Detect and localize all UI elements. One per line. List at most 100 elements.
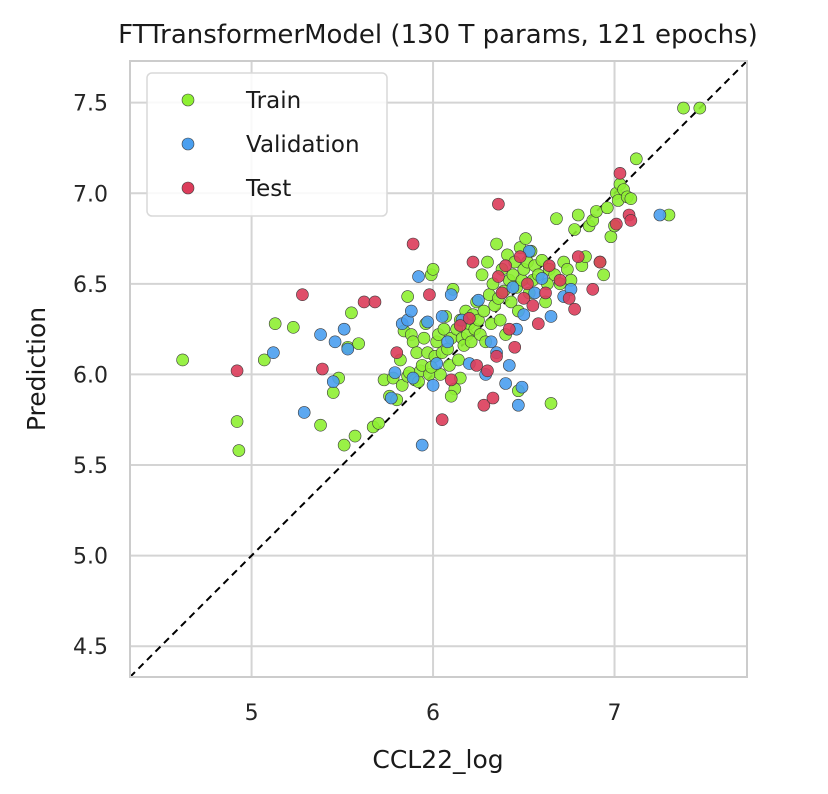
point-validation [267, 346, 280, 359]
point-train [345, 306, 358, 320]
point-train [417, 331, 431, 345]
y-tick-label: 7.5 [73, 92, 108, 117]
x-tick-labels: 5 6 7 [245, 701, 622, 726]
point-validation [515, 380, 529, 394]
point-test [499, 259, 512, 273]
point-validation [412, 270, 425, 283]
point-test [495, 286, 509, 300]
point-validation [388, 366, 402, 379]
point-train [624, 192, 638, 205]
point-validation [406, 371, 420, 385]
point-train [475, 268, 489, 282]
series-test [230, 167, 638, 427]
point-test [444, 373, 458, 387]
legend-marker-validation [181, 137, 195, 151]
point-test [481, 364, 494, 378]
point-train [410, 346, 424, 359]
point-validation [326, 375, 340, 388]
point-validation [297, 406, 311, 419]
point-train [481, 255, 494, 269]
legend-label-validation: Validation [246, 132, 360, 158]
point-test [477, 398, 491, 412]
point-validation [499, 377, 512, 390]
point-test [568, 302, 581, 316]
point-validation [517, 308, 531, 321]
point-train [568, 223, 581, 236]
point-test [435, 413, 449, 427]
point-test [463, 311, 476, 325]
point-test [539, 286, 552, 300]
point-test [230, 364, 244, 378]
point-test [526, 299, 540, 312]
point-train [444, 389, 458, 403]
point-test [368, 295, 382, 309]
point-test [423, 288, 436, 302]
point-validation [314, 328, 327, 341]
legend: Train Validation Test [146, 72, 388, 217]
point-train [437, 322, 451, 336]
point-train [544, 397, 558, 410]
point-test [406, 237, 420, 251]
point-train [677, 101, 690, 115]
y-tick-label: 6.0 [73, 363, 108, 388]
point-test [453, 319, 467, 332]
point-train [452, 353, 465, 367]
point-test [610, 217, 623, 231]
point-test [624, 214, 638, 227]
point-train [571, 208, 585, 222]
point-test [553, 273, 567, 287]
point-test [357, 295, 371, 309]
point-train [348, 429, 362, 443]
y-tick-label: 6.5 [73, 273, 108, 298]
point-train [426, 263, 440, 276]
x-tick-label: 5 [245, 701, 259, 726]
point-validation [341, 342, 355, 356]
point-test [532, 317, 545, 331]
point-validation [404, 304, 418, 318]
point-test [466, 255, 480, 269]
point-train [493, 313, 507, 327]
point-validation [426, 379, 440, 392]
point-train [372, 417, 385, 430]
point-validation [441, 335, 454, 349]
point-validation [435, 310, 449, 323]
point-test [517, 292, 531, 305]
point-test [521, 277, 534, 291]
point-test [508, 340, 522, 354]
point-validation [415, 438, 429, 452]
point-validation [544, 310, 558, 323]
point-test [586, 282, 600, 296]
point-validation [444, 288, 458, 302]
point-train [337, 438, 351, 452]
point-validation [337, 322, 351, 336]
point-train [490, 237, 503, 251]
point-test [571, 250, 585, 263]
point-train [590, 205, 603, 218]
point-test [296, 288, 309, 302]
point-train [504, 295, 518, 309]
point-train [604, 230, 618, 244]
point-test [490, 350, 503, 363]
point-test [470, 359, 483, 372]
point-test [502, 322, 516, 336]
point-test [513, 250, 527, 263]
point-validation [502, 359, 516, 372]
point-test [492, 270, 505, 283]
point-train [314, 418, 327, 432]
point-test [486, 391, 500, 405]
point-train [600, 201, 614, 215]
point-train [693, 101, 707, 115]
y-axis-label: Prediction [22, 307, 51, 431]
y-tick-labels: 4.5 5.0 5.5 6.0 6.5 7.0 7.5 [73, 92, 108, 661]
point-test [492, 197, 505, 211]
point-train [519, 232, 532, 245]
point-test [316, 362, 329, 376]
y-tick-label: 5.0 [73, 545, 108, 570]
legend-marker-test [181, 181, 195, 195]
point-train [268, 317, 282, 331]
point-train [630, 152, 643, 166]
point-validation [385, 391, 398, 405]
point-test [390, 346, 404, 359]
legend-label-test: Test [245, 176, 291, 202]
